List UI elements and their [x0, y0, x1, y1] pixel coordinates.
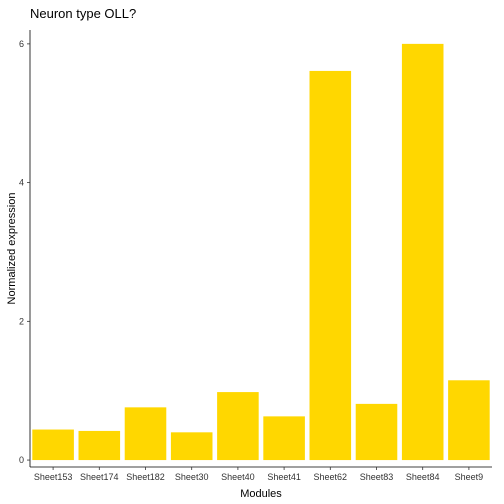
y-axis-ticks: 0 2 4 6 [19, 39, 30, 465]
bar-sheet9 [448, 380, 490, 461]
bars-group [32, 43, 490, 461]
x-tick-label: Sheet62 [314, 472, 348, 482]
x-tick-label: Sheet174 [80, 472, 119, 482]
y-tick-label: 2 [19, 316, 24, 326]
y-tick-label: 4 [19, 178, 24, 188]
x-axis-ticks: Sheet153 Sheet174 Sheet182 Sheet30 Sheet40 Sh… [34, 467, 483, 482]
x-tick-label: Sheet40 [221, 472, 255, 482]
x-tick-label: Sheet83 [360, 472, 394, 482]
y-axis-title: Normalized expression [6, 193, 18, 305]
bar-sheet84 [401, 43, 444, 461]
chart-title: Neuron type OLL? [30, 6, 136, 21]
x-tick-label: Sheet84 [406, 472, 440, 482]
y-tick-label: 0 [19, 455, 24, 465]
y-tick-label: 6 [19, 39, 24, 49]
bar-sheet182 [124, 407, 167, 461]
bar-sheet62 [309, 70, 352, 461]
x-axis-title: Modules [240, 488, 282, 500]
bar-sheet40 [217, 392, 259, 461]
x-tick-label: Sheet153 [34, 472, 73, 482]
bar-sheet41 [263, 416, 305, 461]
x-tick-label: Sheet30 [175, 472, 209, 482]
bar-sheet174 [78, 430, 121, 461]
bar-sheet30 [170, 432, 213, 461]
x-tick-label: Sheet182 [126, 472, 165, 482]
bar-sheet83 [355, 403, 398, 461]
x-tick-label: Sheet9 [455, 472, 484, 482]
bar-sheet153 [32, 429, 74, 461]
x-tick-label: Sheet41 [267, 472, 301, 482]
